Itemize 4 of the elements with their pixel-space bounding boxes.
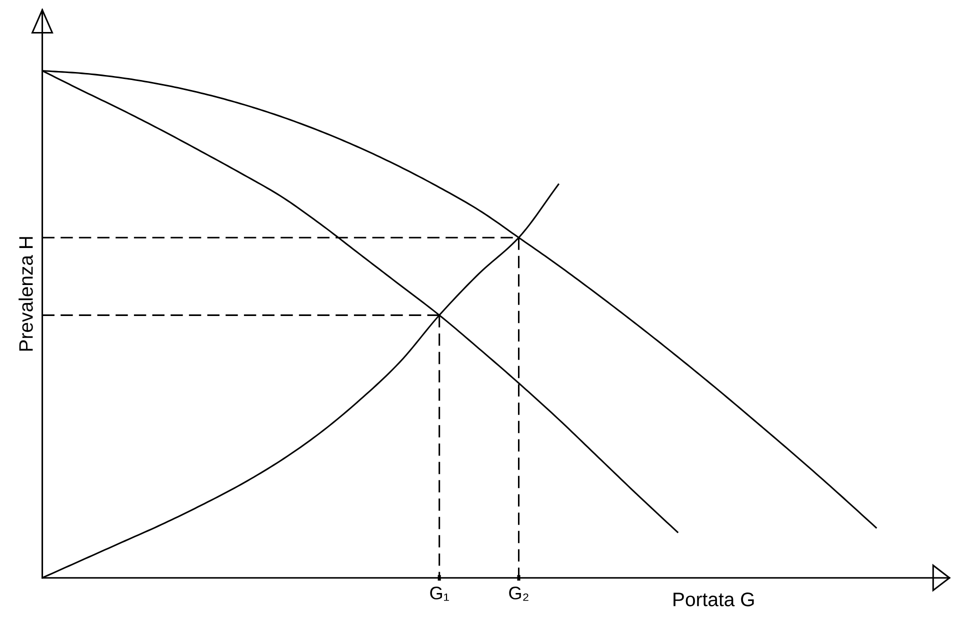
x-tick-label: G₂ (509, 586, 528, 601)
x-tick-label: G₁ (430, 586, 449, 601)
y-axis-title: Prevalenza H (18, 237, 33, 351)
x-axis-title: Portata G (674, 592, 754, 606)
